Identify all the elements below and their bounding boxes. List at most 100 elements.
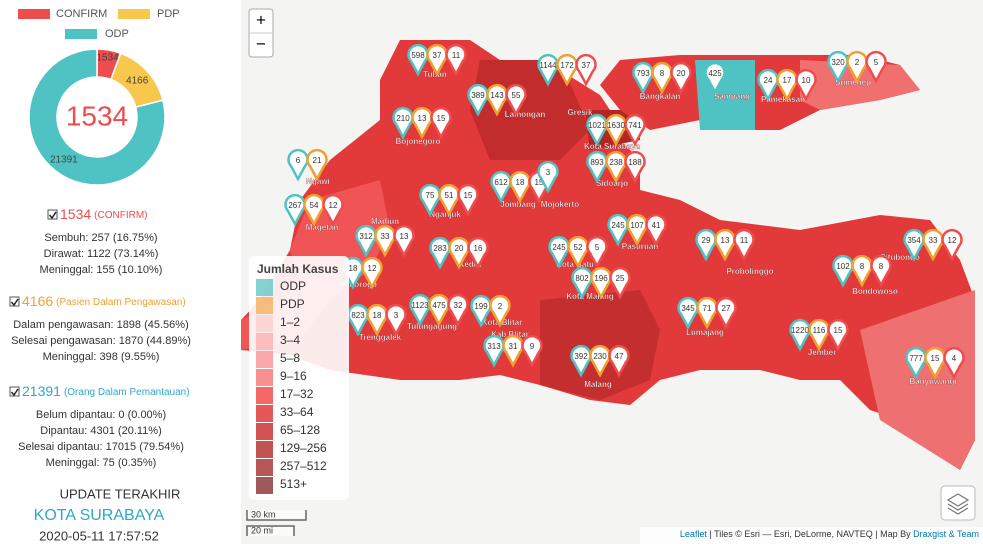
marker-value: 55 xyxy=(512,91,521,100)
legend-label: 33–64 xyxy=(280,405,314,419)
layers-box[interactable] xyxy=(940,485,976,521)
marker[interactable]: 21 xyxy=(306,148,328,182)
marker-value: 15 xyxy=(437,114,446,123)
scale-lines xyxy=(246,510,307,536)
marker[interactable]: 12 xyxy=(322,193,344,227)
legend-box xyxy=(249,256,349,500)
marker[interactable]: 11 xyxy=(445,43,467,77)
marker-value: 11 xyxy=(740,236,749,245)
region-name: Kab Blitar xyxy=(491,330,529,339)
legend-swatch xyxy=(256,477,273,494)
zoom-in[interactable]: + xyxy=(256,10,266,29)
marker-value: 54 xyxy=(310,201,319,210)
marker[interactable]: 47 xyxy=(608,344,630,378)
marker-pin xyxy=(670,61,692,95)
marker-value: 8 xyxy=(660,69,665,78)
marker[interactable]: 32 xyxy=(447,293,469,327)
marker[interactable]: 25 xyxy=(609,266,631,300)
marker-value: 143 xyxy=(490,91,504,100)
marker[interactable]: 2 xyxy=(489,294,511,328)
marker-value: 13 xyxy=(400,232,409,241)
legend-swatch xyxy=(118,9,150,19)
marker-value: 3 xyxy=(546,168,551,177)
marker[interactable]: 9 xyxy=(521,334,543,368)
marker[interactable]: 16 xyxy=(467,236,489,270)
marker[interactable]: 10 xyxy=(795,68,817,102)
marker-value: 25 xyxy=(616,274,625,283)
zoom-control: + − xyxy=(248,8,274,58)
marker[interactable]: 425 xyxy=(704,61,726,95)
marker[interactable]: 3 xyxy=(537,160,559,194)
summary-line: Dipantau: 4301 (20.11%) xyxy=(40,425,162,437)
scale-mi: 20 mi xyxy=(251,525,273,535)
marker[interactable]: 3 xyxy=(385,303,407,337)
marker-value: 777 xyxy=(909,354,923,363)
attribution-link[interactable]: Leaflet xyxy=(680,529,708,539)
region-name: Jember xyxy=(808,348,836,357)
region-name: Kota Batu xyxy=(556,260,594,269)
legend-swatch xyxy=(65,29,97,39)
summary-line: Belum dipantau: 0 (0.00%) xyxy=(36,409,166,421)
marker-value: 2 xyxy=(855,58,860,67)
marker-pin xyxy=(827,318,849,352)
summary-label: (Orang Dalam Pemantauan) xyxy=(64,387,190,398)
marker-value: 29 xyxy=(702,236,711,245)
donut-center: 1534 xyxy=(66,100,128,131)
marker[interactable]: 12 xyxy=(361,256,383,290)
marker-value: 1123 xyxy=(411,301,429,310)
marker-value: 18 xyxy=(516,178,525,187)
marker[interactable]: 5 xyxy=(586,235,608,269)
marker-value: 20 xyxy=(677,69,686,78)
marker[interactable]: 188 xyxy=(624,150,646,184)
checkbox[interactable] xyxy=(47,209,58,220)
marker-value: 12 xyxy=(368,264,377,273)
marker[interactable]: 20 xyxy=(670,61,692,95)
marker-value: 10 xyxy=(802,76,811,85)
region-name: Tuban xyxy=(423,70,447,79)
marker-value: 8 xyxy=(860,262,865,271)
marker-value: 741 xyxy=(628,121,642,130)
legend-swatch xyxy=(256,315,273,332)
marker[interactable]: 37 xyxy=(575,53,597,87)
marker[interactable]: 55 xyxy=(505,83,527,117)
summary-line: Dirawat: 1122 (73.14%) xyxy=(44,248,159,260)
marker[interactable]: 5 xyxy=(865,50,887,84)
marker[interactable]: 15 xyxy=(827,318,849,352)
marker[interactable]: 11 xyxy=(733,228,755,262)
marker-pin xyxy=(467,236,489,270)
marker-value: 392 xyxy=(574,352,588,361)
marker-value: 13 xyxy=(418,114,427,123)
update-datetime: 2020-05-11 17:57:52 xyxy=(39,528,159,543)
checkbox[interactable] xyxy=(9,296,20,307)
summary-label: (Pasien Dalam Pengawasan) xyxy=(56,297,186,308)
summary-total: 21391 xyxy=(22,383,61,399)
zoom-out[interactable]: − xyxy=(256,34,266,53)
marker-pin xyxy=(521,334,543,368)
side-panel: UPDATE TERAKHIR KOTA SURABAYA 2020-05-11… xyxy=(9,8,191,543)
marker[interactable]: 15 xyxy=(430,106,452,140)
marker[interactable]: 13 xyxy=(393,224,415,258)
summary-heading: 4166 (Pasien Dalam Pengawasan) xyxy=(22,293,186,309)
marker[interactable]: 15 xyxy=(457,183,479,217)
marker[interactable]: 4 xyxy=(943,346,965,380)
checkbox[interactable] xyxy=(9,386,20,397)
attribution-link[interactable]: Draxgist & Team xyxy=(913,529,979,539)
layers-button[interactable] xyxy=(940,485,976,521)
marker[interactable]: 8 xyxy=(870,254,892,288)
marker-value: 2 xyxy=(498,302,503,311)
marker-value: 52 xyxy=(574,243,583,252)
region-name: Ponorogo xyxy=(339,280,377,289)
marker[interactable]: 41 xyxy=(645,213,667,247)
attribution: Leaflet | Tiles © Esri — Esri, DeLorme, … xyxy=(680,529,979,539)
marker-value: 5 xyxy=(595,243,600,252)
marker[interactable]: 12 xyxy=(941,228,963,262)
region-name: Sumenep xyxy=(835,78,871,87)
marker-pin xyxy=(447,293,469,327)
marker[interactable]: 27 xyxy=(715,296,737,330)
summary-line: Dalam pengawasan: 1898 (45.56%) xyxy=(13,319,189,331)
donut-slice xyxy=(28,48,166,186)
marker[interactable]: 741 xyxy=(624,113,646,147)
legend-swatch xyxy=(256,459,273,476)
marker-value: 283 xyxy=(433,244,447,253)
marker-pin xyxy=(624,150,646,184)
